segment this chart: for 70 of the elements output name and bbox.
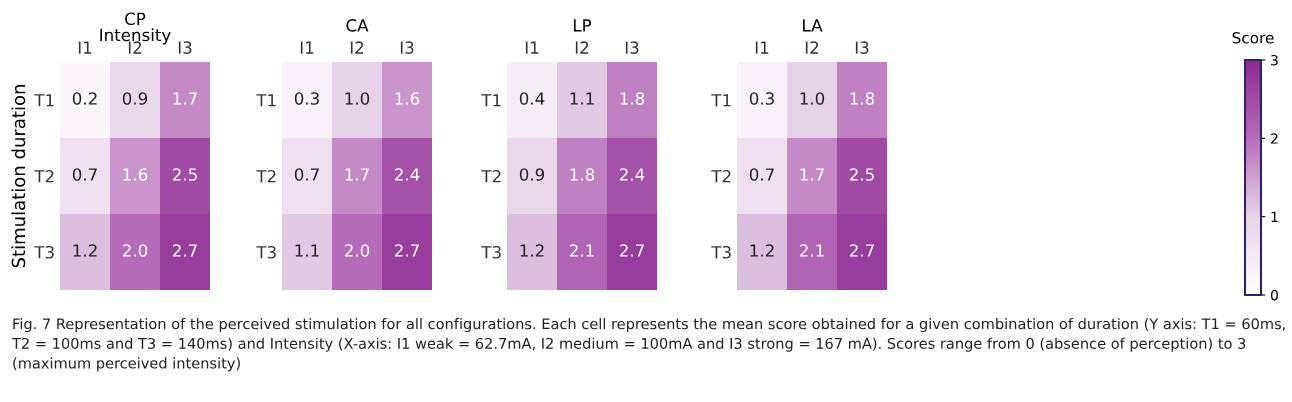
y-tick-label: T1 bbox=[481, 94, 501, 107]
data-label: 2.0 bbox=[344, 244, 370, 257]
y-tick-label: T3 bbox=[481, 245, 501, 259]
data-label: 2.7 bbox=[619, 244, 644, 257]
data-label: 1.2 bbox=[520, 244, 544, 257]
chart-title: CA bbox=[346, 19, 369, 32]
data-label: 1.8 bbox=[570, 168, 595, 181]
chart-title: LA bbox=[803, 19, 823, 32]
data-label: 1.0 bbox=[345, 92, 370, 105]
color-bar-label: 3 bbox=[1271, 54, 1278, 66]
data-label: 2.7 bbox=[849, 244, 874, 257]
data-label: 1.6 bbox=[123, 168, 148, 181]
y-tick-label: T3 bbox=[711, 245, 731, 259]
data-label: 1.7 bbox=[800, 168, 824, 181]
x-tick-label: I3 bbox=[400, 41, 414, 54]
data-label: 0.7 bbox=[749, 168, 774, 181]
y-tick-label: T1 bbox=[34, 94, 54, 107]
y-tick-label: T2 bbox=[481, 169, 501, 183]
data-label: 0.7 bbox=[72, 168, 97, 181]
data-label: 2.7 bbox=[172, 244, 197, 257]
x-tick-label: I3 bbox=[855, 41, 869, 54]
y-tick-label: T3 bbox=[256, 245, 276, 259]
data-label: 0.9 bbox=[122, 92, 148, 105]
data-label: 2.5 bbox=[172, 168, 197, 181]
x-tick-label: I2 bbox=[350, 41, 364, 54]
x-tick-label: I3 bbox=[625, 41, 639, 54]
data-label: 1.0 bbox=[800, 92, 825, 105]
x-tick-label: I2 bbox=[805, 41, 819, 54]
y-axis-title: Stimulation duration bbox=[11, 85, 26, 268]
data-label: 1.2 bbox=[73, 244, 97, 257]
color-bar-label: 1 bbox=[1271, 211, 1278, 222]
data-label: 2.0 bbox=[122, 244, 148, 257]
data-label: 0.9 bbox=[519, 168, 545, 181]
x-tick-label: I2 bbox=[575, 41, 589, 54]
data-label: 0.7 bbox=[294, 168, 319, 181]
data-label: 2.4 bbox=[619, 168, 645, 181]
data-label: 1.1 bbox=[570, 92, 594, 105]
data-label: 1.6 bbox=[395, 92, 420, 105]
x-tick-label: I1 bbox=[78, 41, 92, 54]
chart-title: CP bbox=[125, 12, 146, 26]
data-label: 1.2 bbox=[750, 244, 774, 257]
data-label: 0.4 bbox=[519, 92, 545, 105]
y-tick-label: T3 bbox=[34, 245, 54, 259]
color-bar-title: Score bbox=[1232, 31, 1274, 44]
color-bar-label: 0 bbox=[1270, 289, 1278, 301]
data-label: 2.1 bbox=[569, 244, 594, 257]
y-tick-label: T2 bbox=[256, 169, 276, 183]
data-label: 2.1 bbox=[799, 244, 824, 257]
data-label: 2.7 bbox=[394, 244, 419, 257]
y-tick-label: T2 bbox=[34, 169, 54, 183]
data-label: 1.7 bbox=[173, 92, 197, 105]
data-label: 0.3 bbox=[294, 92, 319, 105]
y-tick-label: T1 bbox=[256, 94, 276, 107]
x-tick-label: I1 bbox=[300, 41, 314, 54]
caption: Fig. 7 Representation of the perceived stimulation for all configurations. Each cell represents the mean score obtained for a given combination of duration (Y axis: T1 = 60ms, T2 = 100ms and T3 = 140ms) and Intensity (X-axis: I1 weak = 62.7mA, I2 medium = 100mA and I3 strong = 167 mA). Scores range from 0 (absence of perception) to 3 (maximum perceived intensity) bbox=[11, 318, 1285, 372]
data-label: 1.8 bbox=[620, 92, 645, 105]
data-label: 2.5 bbox=[849, 168, 874, 181]
data-label: 0.2 bbox=[72, 92, 97, 105]
data-label: 1.1 bbox=[295, 244, 319, 257]
x-tick-label: I1 bbox=[755, 41, 769, 54]
x-tick-label: I1 bbox=[525, 41, 539, 54]
data-label: 1.8 bbox=[850, 92, 875, 105]
x-tick-label: I3 bbox=[178, 41, 192, 54]
data-label: 1.7 bbox=[345, 168, 369, 181]
color-bar-label: 2 bbox=[1271, 133, 1278, 144]
data-label: 2.4 bbox=[394, 168, 420, 181]
chart-title: LP bbox=[573, 19, 592, 32]
y-tick-label: T2 bbox=[711, 169, 731, 183]
data-label: 0.3 bbox=[749, 92, 774, 105]
y-tick-label: T1 bbox=[711, 94, 731, 107]
